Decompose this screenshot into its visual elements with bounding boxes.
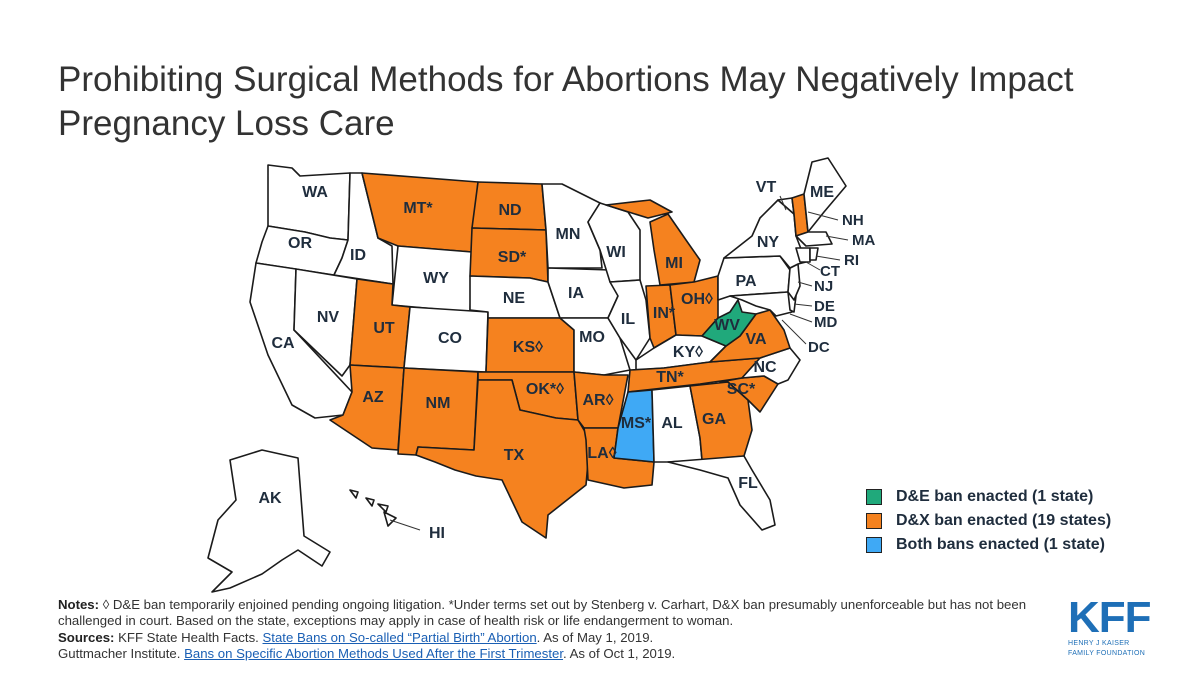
label-ak: AK — [258, 490, 282, 507]
label-in: IN* — [653, 305, 676, 322]
label-ny: NY — [757, 234, 780, 251]
label-pa: PA — [735, 273, 756, 290]
label-ky: KY◊ — [673, 344, 703, 361]
label-il: IL — [621, 311, 635, 328]
label-id: ID — [350, 247, 366, 264]
label-ok: OK*◊ — [526, 381, 564, 398]
source1-post: . As of May 1, 2019. — [536, 629, 654, 645]
legend-label-both-bans: Both bans enacted (1 state) — [896, 536, 1105, 553]
label-nv: NV — [317, 309, 340, 326]
source2-pre: Guttmacher Institute. — [58, 646, 181, 662]
label-nm: NM — [426, 395, 451, 412]
label-va: VA — [745, 331, 766, 348]
label-wy: WY — [423, 270, 449, 287]
label-ne: NE — [503, 290, 526, 307]
state-ma[interactable] — [795, 231, 833, 247]
legend-label-dx-ban: D&X ban enacted (19 states) — [896, 512, 1112, 529]
label-ga: GA — [702, 411, 726, 428]
logo-mark: KFF — [1068, 593, 1152, 642]
label-md: MD — [814, 314, 837, 331]
label-nd: ND — [498, 202, 521, 219]
source1-link[interactable]: State Bans on So-called “Partial Birth” … — [262, 629, 537, 645]
label-fl: FL — [738, 475, 758, 492]
logo-line-2: FAMILY FOUNDATION — [1068, 650, 1146, 657]
state-fl[interactable] — [667, 455, 776, 531]
state-ri[interactable] — [809, 247, 819, 261]
label-al: AL — [661, 415, 683, 432]
legend: D&E ban enacted (1 state) D&X ban enacte… — [866, 486, 1111, 558]
label-sc: SC* — [727, 381, 756, 398]
label-co: CO — [438, 330, 462, 347]
label-ca: CA — [271, 335, 295, 352]
state-ak[interactable] — [207, 449, 331, 593]
sources-line-1: Sources: KFF State Health Facts. State B… — [58, 630, 1048, 646]
label-ut: UT — [373, 320, 395, 337]
page-title: Prohibiting Surgical Methods for Abortio… — [58, 60, 1074, 143]
label-dc: DC — [808, 339, 830, 356]
state-mi[interactable] — [605, 199, 701, 286]
legend-swatch-both-bans — [866, 537, 882, 553]
source1-pre: KFF State Health Facts. — [118, 629, 259, 645]
label-wa: WA — [302, 184, 328, 201]
legend-swatch-de-ban — [866, 489, 882, 505]
label-vt: VT — [756, 179, 777, 196]
label-sd: SD* — [498, 249, 527, 266]
state-ct[interactable] — [795, 247, 811, 263]
sources-line-2: Guttmacher Institute. Bans on Specific A… — [58, 646, 1048, 662]
notes-text: ◊ D&E ban temporarily enjoined pending o… — [58, 597, 1027, 629]
label-tx: TX — [504, 447, 525, 464]
label-ia: IA — [568, 285, 584, 302]
label-ct: CT — [820, 263, 840, 280]
label-ar: AR◊ — [582, 392, 613, 409]
notes-section: Notes: ◊ D&E ban temporarily enjoined pe… — [58, 597, 1048, 663]
leader-lines — [389, 195, 849, 531]
label-ma: MA — [852, 232, 875, 249]
label-hi: HI — [429, 525, 445, 542]
sources-label: Sources: — [58, 629, 115, 645]
state-hi[interactable] — [349, 489, 397, 527]
state-wi[interactable] — [587, 202, 641, 283]
logo-line-1: HENRY J KAISER — [1068, 640, 1130, 647]
notes-label: Notes: — [58, 597, 100, 612]
label-nc: NC — [753, 359, 777, 376]
state-tx[interactable] — [415, 379, 591, 539]
label-az: AZ — [362, 389, 384, 406]
label-ri: RI — [844, 252, 859, 269]
legend-item-both-bans: Both bans enacted (1 state) — [866, 534, 1111, 556]
notes-paragraph: Notes: ◊ D&E ban temporarily enjoined pe… — [58, 597, 1048, 630]
label-nj: NJ — [814, 278, 833, 295]
legend-item-dx-ban: D&X ban enacted (19 states) — [866, 510, 1111, 532]
source2-link[interactable]: Bans on Specific Abortion Methods Used A… — [184, 646, 564, 662]
label-nh: NH — [842, 212, 864, 229]
label-mi: MI — [665, 255, 683, 272]
label-mt: MT* — [403, 200, 433, 217]
source2-post: . As of Oct 1, 2019. — [563, 646, 676, 662]
label-mo: MO — [579, 329, 605, 346]
legend-item-de-ban: D&E ban enacted (1 state) — [866, 486, 1111, 508]
label-tn: TN* — [656, 369, 684, 386]
state-wv[interactable] — [701, 299, 757, 347]
label-wv: WV — [714, 317, 740, 334]
kff-logo: KFF HENRY J KAISER FAMILY FOUNDATION — [1068, 593, 1160, 658]
label-oh: OH◊ — [681, 291, 713, 308]
label-mn: MN — [556, 226, 581, 243]
label-or: OR — [288, 235, 312, 252]
state-labels: WA OR CA ID NV MT* WY UT AZ CO NM ND SD*… — [258, 179, 875, 542]
label-wi: WI — [606, 244, 626, 261]
state-nv[interactable] — [293, 268, 358, 377]
label-de: DE — [814, 298, 835, 315]
label-la: LA◊ — [587, 445, 616, 462]
label-me: ME — [810, 184, 834, 201]
label-ks: KS◊ — [513, 339, 543, 356]
state-ms[interactable] — [613, 389, 655, 463]
legend-label-de-ban: D&E ban enacted (1 state) — [896, 488, 1094, 505]
legend-swatch-dx-ban — [866, 513, 882, 529]
label-ms: MS* — [621, 415, 652, 432]
